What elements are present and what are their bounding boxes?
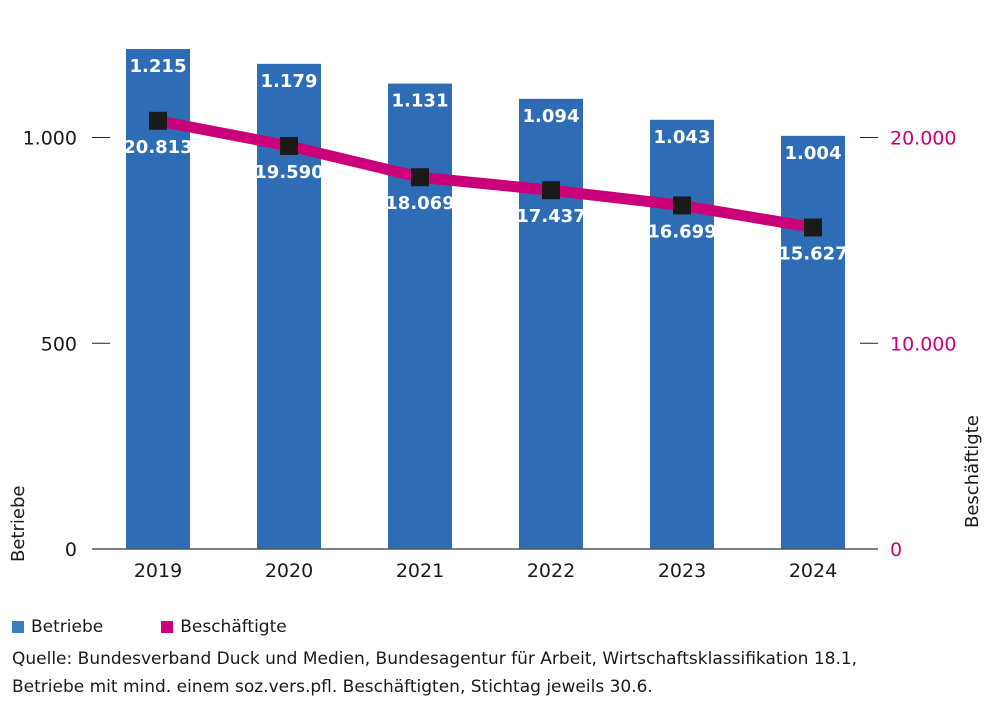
line-marker bbox=[149, 111, 167, 130]
y-tick-label: 1.000 bbox=[23, 128, 77, 150]
bar-value-label: 1.043 bbox=[654, 127, 711, 148]
legend-item-betriebe: Betriebe bbox=[12, 617, 103, 637]
x-tick-label: 2023 bbox=[658, 560, 706, 582]
line-value-label: 18.069 bbox=[385, 193, 454, 214]
line-marker bbox=[804, 218, 822, 237]
x-tick-label: 2024 bbox=[789, 560, 837, 582]
legend-swatch-betriebe bbox=[12, 621, 24, 633]
line-value-label: 16.699 bbox=[647, 221, 716, 242]
y2-axis-title: Beschäftigte bbox=[962, 415, 983, 528]
y-axis-title: Betriebe bbox=[8, 486, 29, 562]
bar-value-label: 1.131 bbox=[392, 91, 449, 112]
source-line-2: Betriebe mit mind. einem soz.vers.pfl. B… bbox=[12, 677, 653, 697]
y-tick-label: 500 bbox=[41, 333, 77, 355]
x-tick-label: 2019 bbox=[134, 560, 182, 582]
line-marker bbox=[280, 136, 298, 155]
line-marker bbox=[542, 181, 560, 200]
legend-label-betriebe: Betriebe bbox=[31, 617, 104, 637]
chart: 0 500 1.000 1.215 1.179 1.131 1.094 1.043 1.004 2… bbox=[8, 49, 983, 582]
legend-label-beschaeftigte: Beschäftigte bbox=[180, 617, 287, 637]
legend-swatch-beschaeftigte bbox=[161, 621, 174, 633]
x-tick-label: 2020 bbox=[265, 560, 313, 582]
bar-value-label: 1.094 bbox=[523, 106, 580, 127]
y2-tick-label: 10.000 bbox=[890, 333, 956, 355]
bar bbox=[519, 98, 583, 549]
y2-tick-label: 0 bbox=[890, 539, 902, 561]
y2-tick-label: 20.000 bbox=[890, 128, 956, 150]
line-value-label: 17.437 bbox=[516, 206, 585, 227]
bar bbox=[650, 119, 714, 550]
legend-item-beschaeftigte: Beschäftigte bbox=[161, 617, 287, 637]
x-tick-label: 2022 bbox=[527, 560, 575, 582]
line-value-label: 19.590 bbox=[254, 162, 323, 183]
bar-value-label: 1.215 bbox=[130, 56, 187, 77]
line-marker bbox=[411, 168, 429, 187]
line-beschaeftigte bbox=[152, 115, 819, 233]
bar bbox=[126, 49, 190, 550]
source-line-1: Quelle: Bundesverband Duck und Medien, B… bbox=[12, 649, 858, 669]
x-tick-label: 2021 bbox=[396, 560, 444, 582]
source-note: Quelle: Bundesverband Duck und Medien, B… bbox=[12, 645, 977, 701]
bar-value-label: 1.004 bbox=[785, 143, 842, 164]
bar-value-label: 1.179 bbox=[261, 71, 318, 92]
line-marker bbox=[673, 196, 691, 215]
line-value-label: 20.813 bbox=[123, 137, 192, 158]
y-tick-label: 0 bbox=[65, 539, 77, 561]
bar bbox=[388, 83, 452, 549]
line-value-label: 15.627 bbox=[778, 243, 847, 264]
bar bbox=[781, 135, 845, 549]
legend: Betriebe Beschäftigte bbox=[12, 617, 345, 637]
